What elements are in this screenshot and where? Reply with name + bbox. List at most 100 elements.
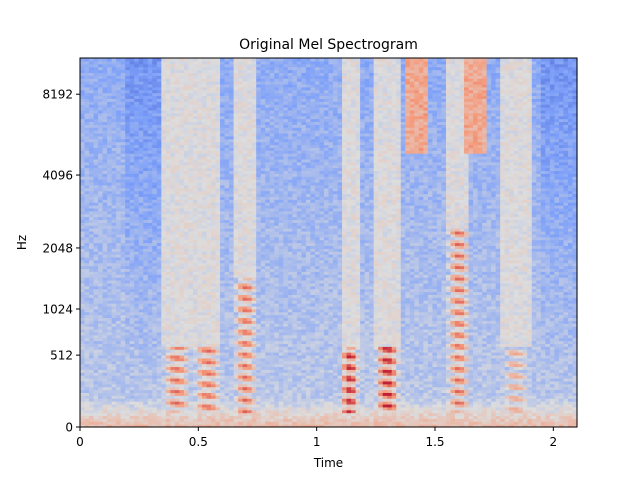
heatmap-cell [233,242,239,246]
heatmap-cell [165,130,171,134]
heatmap-cell [251,418,257,422]
heatmap-cell [220,248,226,252]
heatmap-cell [233,418,239,422]
heatmap-cell [116,173,122,177]
heatmap-cell [197,317,203,321]
heatmap-cell [120,288,126,293]
heatmap-cell [201,386,208,391]
heatmap-cell [165,271,171,275]
heatmap-cell [134,72,140,76]
heatmap-cell [242,245,248,249]
heatmap-cell [138,406,144,411]
heatmap-cell [98,153,104,157]
heatmap-cell [247,153,253,157]
heatmap-cell [233,121,239,125]
heatmap-cell [211,346,217,350]
heatmap-cell [242,184,248,189]
heatmap-cell [107,86,113,91]
heatmap-cell [179,150,185,154]
heatmap-cell [251,83,257,88]
heatmap-cell [229,392,235,396]
heatmap-cell [201,173,208,177]
heatmap-cell [111,389,117,393]
heatmap-cell [179,176,185,180]
heatmap-cell [98,181,104,186]
heatmap-cell [192,242,199,246]
heatmap-cell [174,181,180,186]
heatmap-cell [179,251,185,255]
heatmap-cell [242,156,248,160]
heatmap-cell [215,170,221,174]
heatmap-cell [107,360,113,365]
heatmap-cell [116,288,122,293]
heatmap-cell [138,184,144,189]
heatmap-cell [111,346,117,350]
heatmap-cell [251,101,257,105]
heatmap-cell [111,127,117,131]
heatmap-cell [242,199,248,203]
heatmap-cell [84,83,90,88]
heatmap-cell [116,372,122,376]
heatmap-cell [129,349,135,353]
heatmap-cell [84,150,90,154]
heatmap-cell [220,199,226,203]
heatmap-cell [93,130,99,134]
heatmap-cell [98,202,104,206]
heatmap-cell [134,66,140,71]
heatmap-cell [152,274,158,278]
heatmap-cell [192,323,199,327]
heatmap-cell [111,256,117,261]
heatmap-cell [138,380,144,385]
heatmap-cell [215,184,221,189]
heatmap-cell [174,141,180,146]
heatmap-cell [233,294,239,298]
heatmap-cell [147,323,153,327]
heatmap-cell [201,308,208,313]
heatmap-cell [138,303,144,307]
heatmap-cell [89,314,95,319]
heatmap-cell [134,173,140,177]
heatmap-cell [197,409,203,414]
heatmap-cell [233,83,239,88]
heatmap-cell [116,303,122,307]
heatmap-cell [102,308,108,313]
heatmap-cell [211,274,217,278]
heatmap-cell [147,135,153,140]
heatmap-cell [84,349,90,353]
heatmap-cell [165,389,171,393]
heatmap-cell [111,72,117,76]
heatmap-cell [215,179,221,183]
heatmap-cell [165,349,171,353]
heatmap-cell [84,101,90,105]
heatmap-cell [138,323,144,327]
heatmap-cell [107,271,113,275]
heatmap-cell [188,403,194,408]
heatmap-cell [220,179,226,183]
heatmap-cell [156,366,162,370]
heatmap-cell [161,173,167,177]
heatmap-cell [156,164,162,169]
heatmap-cell [174,308,180,313]
heatmap-cell [224,118,230,123]
heatmap-cell [84,138,90,143]
heatmap-cell [84,202,90,206]
heatmap-cell [170,225,176,229]
heatmap-cell [93,81,99,85]
heatmap-cell [251,320,257,324]
heatmap-cell [84,300,90,304]
heatmap-cell [107,181,113,186]
heatmap-cell [197,219,203,223]
heatmap-cell [120,190,126,195]
heatmap-cell [161,352,167,356]
heatmap-cell [165,352,171,356]
heatmap-cell [138,268,144,272]
heatmap-cell [84,173,90,177]
heatmap-cell [197,225,203,229]
heatmap-cell [165,300,171,304]
heatmap-cell [165,158,171,163]
heatmap-cell [143,245,149,249]
heatmap-cell [143,254,149,258]
heatmap-cell [229,72,235,76]
heatmap-cell [179,323,185,327]
heatmap-cell [156,150,162,154]
